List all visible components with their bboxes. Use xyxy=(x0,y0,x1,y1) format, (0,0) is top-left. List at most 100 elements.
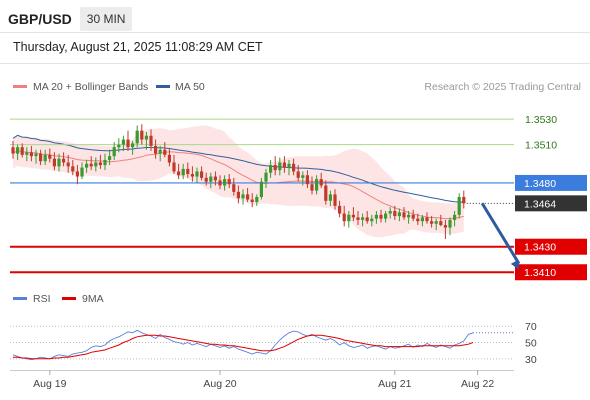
ma20-legend-swatch xyxy=(13,85,27,88)
candle-body xyxy=(29,152,33,157)
candle-body xyxy=(218,180,222,186)
timestamp: Thursday, August 21, 2025 11:08:29 AM CE… xyxy=(13,40,263,54)
candle-body xyxy=(430,221,434,224)
candle-body xyxy=(324,185,328,201)
candle-body xyxy=(370,218,374,222)
candle-body xyxy=(278,162,282,171)
candle-body xyxy=(292,163,296,172)
candle-body xyxy=(48,154,52,159)
rsi-ma-line xyxy=(13,334,474,360)
research-credit: Research © 2025 Trading Central xyxy=(424,81,581,93)
candle-body xyxy=(374,214,378,219)
symbol-header: GBP/USD 30 MIN xyxy=(8,7,133,31)
candle-body xyxy=(190,174,194,177)
candle-body xyxy=(264,172,268,182)
level-tag-1.3410 xyxy=(515,264,587,281)
level-label-1.3530: 1.3530 xyxy=(525,114,557,126)
rsi-legend-label: RSI xyxy=(33,293,51,305)
candle-body xyxy=(347,214,351,222)
candle-body xyxy=(448,219,452,228)
candle-body xyxy=(462,196,466,204)
candles xyxy=(11,124,466,240)
candle-body xyxy=(361,217,365,220)
candle-body xyxy=(319,179,323,186)
candle-body xyxy=(420,217,424,222)
candle-body xyxy=(356,217,360,220)
current-price: 1.3464 xyxy=(466,195,587,212)
candle-body xyxy=(227,179,231,185)
candle-body xyxy=(108,156,112,160)
forecast-arrow xyxy=(480,202,521,270)
candle-body xyxy=(140,130,144,140)
candle-body xyxy=(388,211,392,214)
current-price-tag xyxy=(515,195,587,212)
current-price-label: 1.3464 xyxy=(524,198,556,210)
level-label-1.3410: 1.3410 xyxy=(524,267,556,279)
level-label-1.3510: 1.3510 xyxy=(525,140,557,152)
candle-body xyxy=(232,184,236,192)
candle-body xyxy=(457,196,461,215)
candle-body xyxy=(62,158,66,163)
x-tick-label: Aug 21 xyxy=(378,378,411,390)
candle-body xyxy=(80,167,84,177)
candle-body xyxy=(434,221,438,224)
candle-body xyxy=(126,139,130,148)
candle-body xyxy=(75,171,79,177)
legend: MA 20 + Bollinger Bands MA 50 Research ©… xyxy=(13,81,581,93)
candle-body xyxy=(411,214,415,219)
candle-body xyxy=(453,214,457,220)
candle-body xyxy=(172,162,176,172)
candle-body xyxy=(135,130,139,144)
forecast-arrow-shaft xyxy=(480,202,521,265)
candle-body xyxy=(310,184,314,191)
candle-body xyxy=(379,214,383,219)
candle-body xyxy=(25,152,29,155)
timeframe-badge[interactable]: 30 MIN xyxy=(79,7,133,31)
candle-body xyxy=(287,163,291,168)
candle-body xyxy=(66,162,70,167)
candle-body xyxy=(246,194,250,200)
candle-body xyxy=(131,143,135,148)
rsi-legend: RSI 9MA xyxy=(13,293,104,305)
level-tag-1.3480 xyxy=(515,174,587,191)
candle-body xyxy=(209,176,213,182)
rsi-ma-legend-label: 9MA xyxy=(82,293,104,305)
level-label-1.3480: 1.3480 xyxy=(524,178,556,190)
candle-body xyxy=(85,163,89,168)
rsi-line xyxy=(12,329,474,361)
ma50-line xyxy=(12,134,464,203)
candle-body xyxy=(416,218,420,222)
x-axis: Aug 19 Aug 20 Aug 21 Aug 22 xyxy=(10,370,514,390)
x-tick-label: Aug 20 xyxy=(203,378,236,390)
rsi-ma-legend-swatch xyxy=(62,297,76,300)
candle-body xyxy=(351,214,355,218)
candle-body xyxy=(333,194,337,206)
candle-body xyxy=(223,179,227,186)
candle-body xyxy=(112,147,116,157)
candle-body xyxy=(204,177,208,182)
candle-body xyxy=(255,196,259,203)
candle-body xyxy=(71,166,75,172)
candle-body xyxy=(397,212,401,217)
candle-body xyxy=(103,159,107,166)
candle-body xyxy=(425,217,429,222)
candle-body xyxy=(154,145,158,154)
ma20-line xyxy=(12,149,464,220)
bollinger-fill xyxy=(13,125,464,238)
candle-body xyxy=(177,171,181,176)
candle-body xyxy=(282,162,286,168)
legend-label-ma20: MA 20 + Bollinger Bands xyxy=(33,81,148,93)
candle-body xyxy=(11,147,15,154)
candle-body xyxy=(16,147,20,154)
bollinger-band xyxy=(13,125,464,238)
candle-body xyxy=(186,168,190,174)
rsi-level-label-70: 70 xyxy=(525,321,537,333)
candle-body xyxy=(167,154,171,163)
candle-body xyxy=(163,149,167,155)
legend-label-ma50: MA 50 xyxy=(175,81,205,93)
rsi-panel: 70 50 30 xyxy=(10,321,537,366)
candle-body xyxy=(305,175,309,185)
level-tag-1.3430 xyxy=(515,238,587,255)
candle-body xyxy=(241,194,245,199)
